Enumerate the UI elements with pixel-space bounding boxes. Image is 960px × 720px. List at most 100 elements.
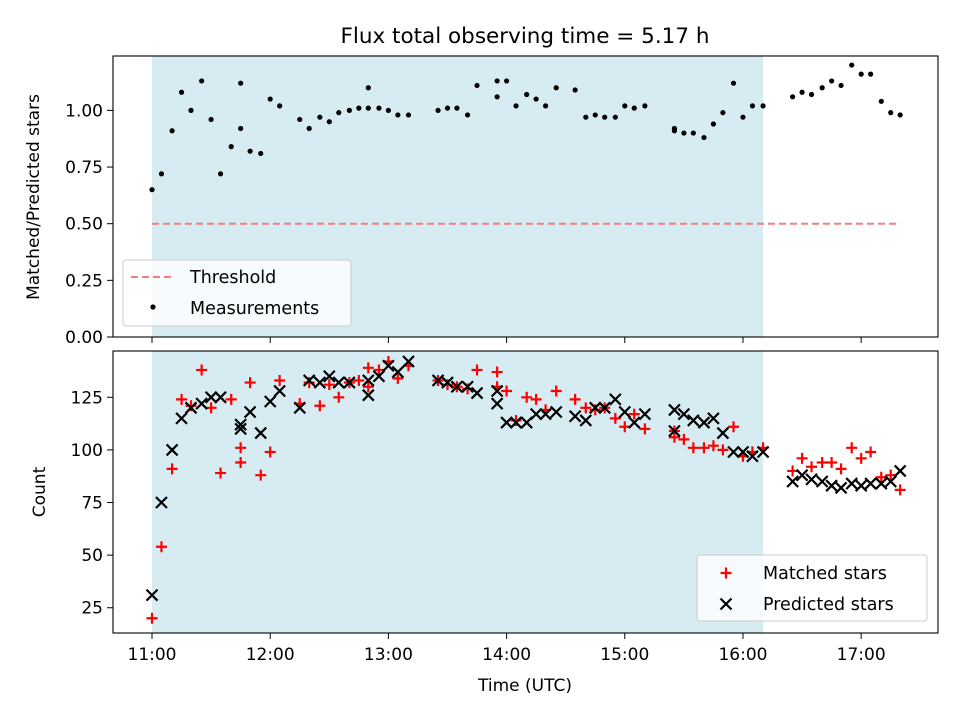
predicted-star-point bbox=[716, 426, 730, 440]
measurement-point bbox=[542, 103, 549, 109]
measurement-point bbox=[583, 114, 589, 120]
legend-threshold-label: Threshold bbox=[189, 268, 276, 288]
matched-star-point bbox=[678, 433, 690, 445]
matched-star-point bbox=[796, 452, 808, 464]
y-tick-label: 0.25 bbox=[65, 271, 103, 291]
measurement-point bbox=[297, 116, 303, 123]
measurement-point bbox=[671, 125, 678, 132]
legend-predicted-label: Predicted stars bbox=[763, 595, 894, 615]
matched-star-point bbox=[274, 374, 286, 386]
matched-star-point bbox=[589, 404, 601, 416]
measurement-point bbox=[444, 105, 451, 111]
matched-star-point bbox=[826, 457, 838, 469]
predicted-star-point bbox=[402, 355, 415, 368]
matched-star-point bbox=[225, 393, 237, 405]
matched-star-point bbox=[314, 400, 326, 412]
matched-star-point bbox=[510, 414, 522, 426]
observing-span bbox=[152, 351, 764, 633]
predicted-star-point bbox=[864, 477, 877, 490]
measurement-point bbox=[740, 114, 746, 120]
matched-star-point bbox=[668, 431, 680, 443]
predicted-star-point bbox=[668, 403, 681, 417]
observing-span-rect bbox=[152, 351, 764, 633]
matched-star-point bbox=[885, 469, 897, 481]
measurement-point bbox=[799, 89, 805, 95]
matched-star-point bbox=[609, 412, 621, 424]
measurement-point bbox=[888, 110, 894, 116]
matched-star-point bbox=[787, 465, 799, 477]
predicted-star-point bbox=[539, 407, 552, 421]
count-x-ticks: 11:00 12:00 13:00 14:00 15:00 16:00 17:00 bbox=[128, 633, 886, 665]
measurement-point bbox=[690, 130, 696, 136]
measurement-point bbox=[149, 187, 155, 193]
measurement-point bbox=[494, 78, 500, 84]
measurement-point bbox=[365, 105, 371, 111]
matched-star-point bbox=[569, 393, 581, 405]
legend-x-marker bbox=[719, 597, 733, 611]
measurement-point bbox=[376, 105, 382, 111]
matched-star-point bbox=[816, 457, 828, 469]
matched-star-point bbox=[687, 442, 699, 454]
measurement-point bbox=[681, 130, 687, 136]
y-tick-label: 0.50 bbox=[65, 215, 103, 235]
predicted-star-point bbox=[293, 401, 307, 415]
predicted-star-point bbox=[677, 407, 691, 421]
measurement-point bbox=[808, 91, 815, 98]
predicted-stars-points bbox=[145, 355, 907, 602]
predicted-star-point bbox=[313, 376, 327, 389]
matched-star-point bbox=[855, 452, 867, 464]
matched-star-point bbox=[333, 391, 345, 403]
measurement-point bbox=[749, 103, 756, 109]
count-y-ticks: 25 50 75 100 125 bbox=[71, 388, 113, 619]
legend-matched-label: Matched stars bbox=[763, 564, 887, 584]
predicted-star-point bbox=[825, 479, 838, 492]
matched-star-point bbox=[875, 471, 887, 483]
matched-star-point bbox=[392, 372, 404, 384]
count-y-axis-label: Count bbox=[30, 466, 50, 517]
ratio-y-axis-label: Matched/Predicted stars bbox=[24, 94, 44, 300]
matched-star-point bbox=[846, 442, 858, 454]
measurement-point bbox=[572, 87, 578, 93]
measurement-point bbox=[474, 82, 480, 89]
matched-star-point bbox=[471, 364, 483, 376]
measurement-point bbox=[631, 105, 637, 111]
predicted-star-point bbox=[450, 380, 464, 394]
measurement-point bbox=[642, 103, 648, 109]
legend-predicted-swatch bbox=[719, 597, 733, 611]
matched-star-point bbox=[550, 385, 562, 397]
matched-star-point bbox=[205, 402, 217, 414]
measurement-point bbox=[267, 96, 273, 102]
matched-star-point bbox=[521, 391, 533, 403]
y-tick-label: 50 bbox=[81, 546, 103, 566]
predicted-star-point bbox=[805, 473, 818, 486]
legend-matched-swatch bbox=[720, 567, 732, 579]
matched-star-point bbox=[728, 421, 740, 433]
count-axes-frame bbox=[112, 350, 939, 634]
measurement-point bbox=[356, 105, 362, 111]
measurement-point bbox=[158, 171, 165, 177]
ratio-x-ticks bbox=[151, 337, 862, 343]
predicted-star-point bbox=[529, 407, 543, 421]
predicted-star-point bbox=[588, 401, 602, 415]
measurement-point bbox=[849, 62, 855, 68]
measurement-point bbox=[790, 94, 796, 100]
predicted-star-point bbox=[204, 391, 218, 404]
measurement-point bbox=[602, 114, 608, 120]
measurement-point bbox=[395, 112, 401, 118]
predicted-star-point bbox=[234, 422, 247, 436]
measurement-point bbox=[701, 134, 707, 141]
matched-star-point bbox=[894, 484, 906, 496]
matched-star-point bbox=[441, 379, 453, 391]
predicted-star-point bbox=[343, 376, 356, 389]
matched-star-point bbox=[806, 461, 818, 473]
measurement-point bbox=[868, 71, 874, 77]
predicted-star-point bbox=[815, 475, 829, 488]
matched-star-point bbox=[255, 469, 267, 481]
measurement-point bbox=[524, 91, 530, 98]
matched-star-point bbox=[323, 379, 335, 391]
matched-star-point bbox=[865, 446, 877, 458]
matched-star-point bbox=[491, 366, 503, 378]
measurement-point bbox=[720, 110, 726, 116]
measurement-point bbox=[513, 103, 519, 109]
measurement-point bbox=[838, 82, 844, 89]
